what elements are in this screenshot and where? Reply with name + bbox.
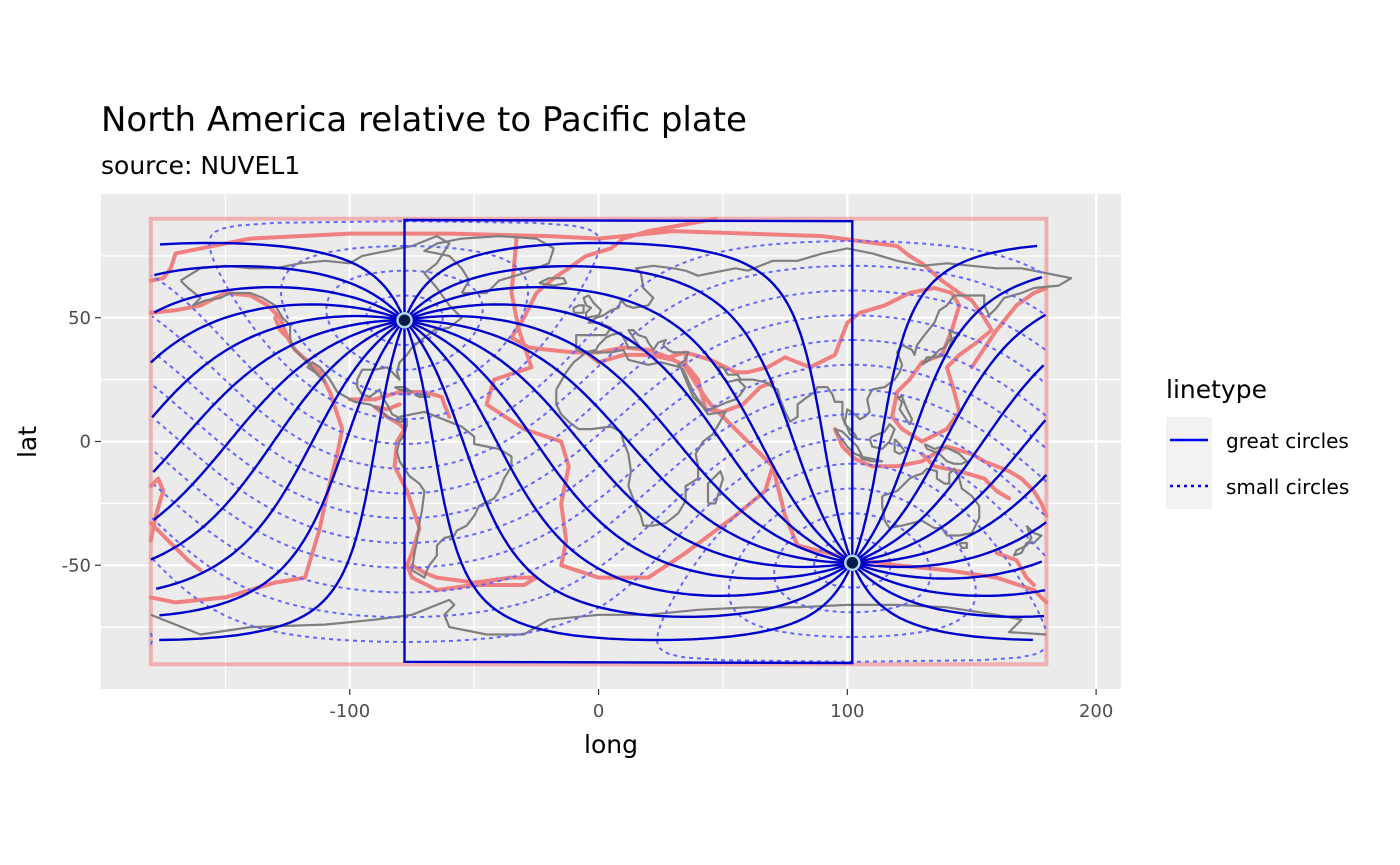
great-circle <box>153 314 1047 569</box>
great-circle <box>151 314 1047 569</box>
small-circle <box>149 462 1047 663</box>
coastline <box>582 294 603 319</box>
small-circle <box>152 363 1046 569</box>
plate-map-frame <box>148 216 1049 667</box>
coastline <box>414 393 431 398</box>
great-circle <box>159 241 1038 642</box>
coastline <box>893 438 906 455</box>
x-tick-label: 200 <box>1079 701 1113 722</box>
great-circle <box>155 286 1046 597</box>
y-tick-label: -50 <box>62 555 91 576</box>
chart-title: North America relative to Pacific plate <box>101 100 747 140</box>
small-circle <box>153 388 1048 594</box>
great-circle <box>150 303 1045 580</box>
coastline <box>958 541 968 549</box>
antipole-marker <box>844 554 861 572</box>
legend-label-small-circles: small circles <box>1226 475 1349 499</box>
small-circle <box>151 413 1046 619</box>
y-tick-label: 0 <box>80 432 91 453</box>
coastline <box>572 304 585 314</box>
small-circle <box>151 438 1046 644</box>
legend: linetype great circles small circles <box>1166 375 1349 509</box>
coastline <box>538 277 568 287</box>
x-tick-label: -100 <box>329 701 370 722</box>
great-circle <box>152 319 1048 565</box>
small-circle <box>153 289 1046 495</box>
coastline <box>394 386 414 394</box>
poles <box>396 311 861 572</box>
small-circle <box>151 264 1044 470</box>
great-circle <box>153 286 1047 597</box>
coastline <box>179 235 463 423</box>
coastline <box>395 410 513 579</box>
coastline <box>150 598 1047 636</box>
chart-subtitle: source: NUVEL1 <box>101 151 300 180</box>
coastline <box>896 395 914 426</box>
great-circles <box>150 218 1048 665</box>
plate-boundary-line <box>484 236 775 580</box>
legend-title: linetype <box>1166 375 1267 404</box>
y-axis-ticks: -50 0 50 <box>62 308 101 576</box>
great-circle <box>154 265 1043 618</box>
coastline <box>868 423 896 450</box>
y-axis-title: lat <box>13 426 42 458</box>
small-circles <box>149 220 1048 663</box>
plate-boundary-line <box>273 315 290 340</box>
small-circle <box>150 314 1044 520</box>
great-circle <box>150 303 1043 580</box>
plate-boundary-line <box>969 286 1049 370</box>
small-circle <box>153 339 1047 545</box>
great-circle <box>159 265 1045 618</box>
coastline <box>881 467 981 537</box>
plate-boundary-line <box>372 402 539 592</box>
y-tick-label: 50 <box>68 308 91 329</box>
plate-boundary-line <box>832 427 1049 518</box>
coastline <box>1012 524 1043 557</box>
coastline <box>921 329 961 366</box>
coastline <box>706 470 725 505</box>
legend-label-great-circles: great circles <box>1226 429 1349 453</box>
legend-key-bg-2 <box>1166 463 1212 509</box>
plate-boundary-line <box>584 350 775 414</box>
x-tick-label: 100 <box>830 701 864 722</box>
x-tick-label: 0 <box>593 701 604 722</box>
x-axis-ticks: -100 0 100 200 <box>329 689 1113 722</box>
x-axis-title: long <box>584 730 638 759</box>
rotation-pole-marker <box>396 311 413 329</box>
coastline <box>575 247 1073 441</box>
coastline <box>423 235 555 295</box>
